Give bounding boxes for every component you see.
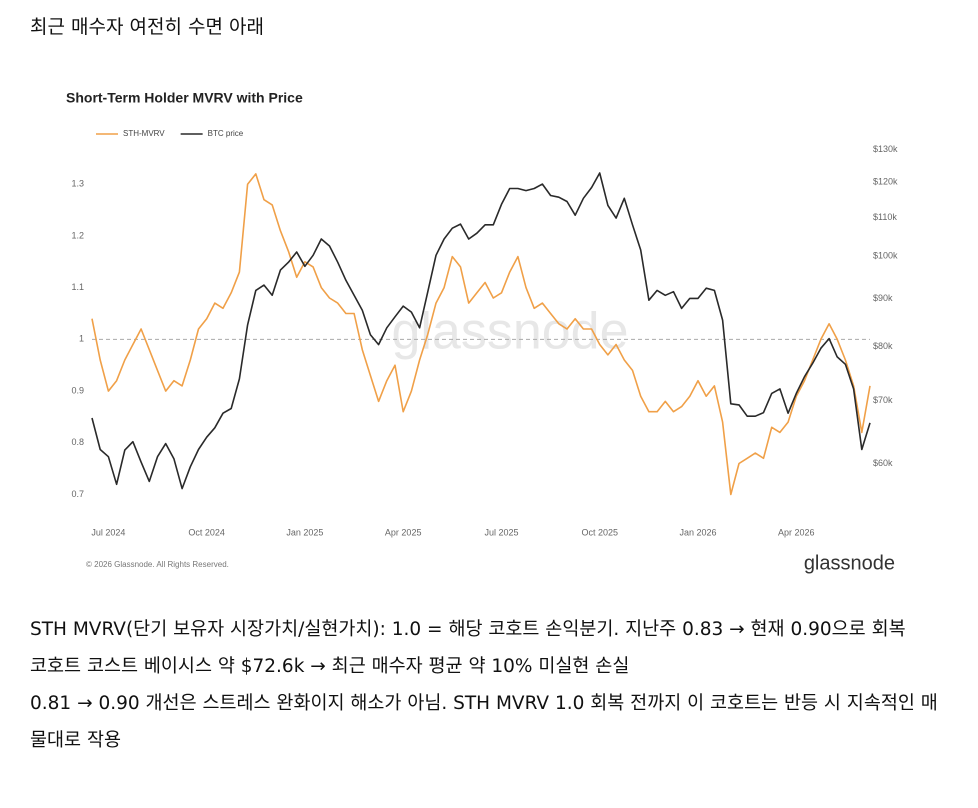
- x-tick-label: Apr 2026: [778, 527, 815, 537]
- y2-tick-label: $60k: [873, 458, 893, 468]
- x-tick-label: Oct 2025: [581, 527, 618, 537]
- logo: glassnode: [804, 552, 895, 574]
- y-tick-label: 0.9: [71, 385, 84, 395]
- post-body: STH MVRV(단기 보유자 시장가치/실현가치): 1.0 = 해당 코호트…: [30, 611, 942, 759]
- series-line: [91, 172, 871, 490]
- y2-tick-label: $90k: [873, 293, 893, 303]
- x-tick-label: Oct 2024: [188, 527, 225, 537]
- legend-label: STH-MVRV: [123, 129, 165, 138]
- y-tick-label: 1.2: [71, 230, 84, 240]
- y2-tick-label: $70k: [873, 395, 893, 405]
- y-tick-label: 0.7: [71, 489, 84, 499]
- x-tick-label: Jan 2026: [679, 527, 716, 537]
- x-tick-label: Jan 2025: [286, 527, 323, 537]
- x-tick-label: Jul 2024: [91, 527, 125, 537]
- y2-tick-label: $100k: [873, 250, 898, 260]
- copyright: © 2026 Glassnode. All Rights Reserved.: [86, 560, 229, 569]
- y-tick-label: 1.3: [71, 179, 84, 189]
- x-tick-label: Apr 2025: [385, 527, 422, 537]
- series-line: [91, 173, 871, 496]
- x-tick-label: Jul 2025: [484, 527, 518, 537]
- y-tick-label: 1.1: [71, 282, 84, 292]
- paragraph: 0.81 → 0.90 개선은 스트레스 완화이지 해소가 아님. STH MV…: [30, 693, 938, 751]
- chart: Short-Term Holder MVRV with Price glassn…: [45, 68, 935, 590]
- y2-tick-label: $120k: [873, 176, 898, 186]
- y2-tick-label: $80k: [873, 341, 893, 351]
- y2-tick-label: $110k: [873, 212, 897, 222]
- chart-background: [45, 68, 935, 590]
- post-heading: 최근 매수자 여전히 수면 아래: [30, 16, 264, 38]
- y-tick-label: 1: [79, 334, 84, 344]
- legend-label: BTC price: [208, 129, 244, 138]
- chart-title: Short-Term Holder MVRV with Price: [66, 90, 303, 106]
- paragraph: 코호트 코스트 베이시스 약 $72.6k → 최근 매수자 평균 약 10% …: [30, 656, 630, 677]
- watermark: glassnode: [391, 303, 628, 361]
- y-tick-label: 0.8: [71, 437, 84, 447]
- y2-tick-label: $130k: [873, 144, 898, 154]
- paragraph: STH MVRV(단기 보유자 시장가치/실현가치): 1.0 = 해당 코호트…: [30, 619, 906, 640]
